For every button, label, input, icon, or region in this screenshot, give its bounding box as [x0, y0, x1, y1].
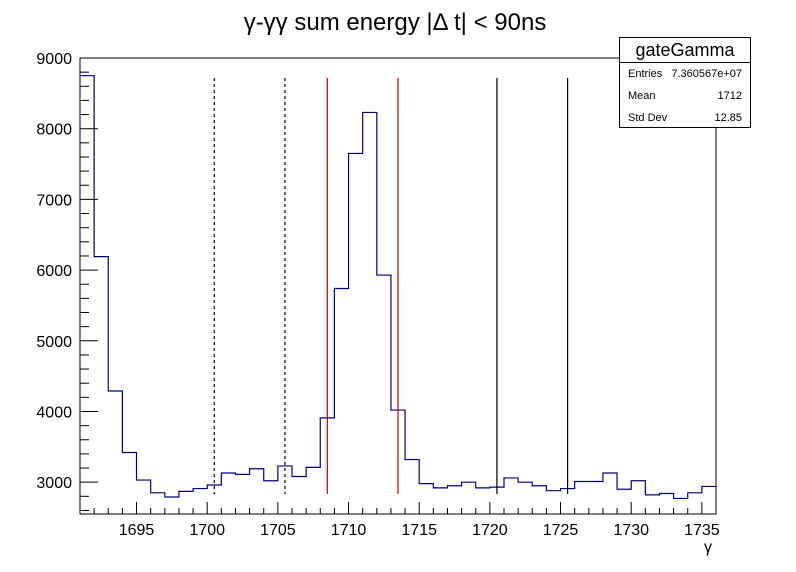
x-tick-label: 1695 — [119, 522, 155, 539]
x-tick-label: 1705 — [260, 522, 296, 539]
y-tick-label: 3000 — [36, 475, 72, 492]
stats-row-mean: Mean 1712 — [620, 85, 750, 107]
stats-stddev-value: 12.85 — [714, 112, 742, 124]
y-tick-label: 6000 — [36, 263, 72, 280]
stats-mean-label: Mean — [628, 90, 656, 102]
plot-area: 1695 1700 1705 1710 1715 1720 1725 1730 1735 3000… — [36, 51, 719, 539]
x-tick-label: 1730 — [613, 522, 649, 539]
stats-box: gateGamma Entries 7.360567e+07 Mean 1712… — [619, 37, 751, 128]
x-tick-label: 1720 — [472, 522, 508, 539]
y-tick-label: 9000 — [36, 51, 72, 68]
stats-stddev-label: Std Dev — [628, 112, 668, 124]
stats-row-entries: Entries 7.360567e+07 — [620, 63, 750, 85]
x-tick-label: 1710 — [331, 522, 367, 539]
x-axis-label: γ — [704, 539, 712, 556]
y-tick-label: 5000 — [36, 334, 72, 351]
x-tick-label: 1715 — [401, 522, 437, 539]
y-tick-label: 4000 — [36, 404, 72, 421]
x-tick-label: 1735 — [684, 522, 720, 539]
stats-row-stddev: Std Dev 12.85 — [620, 107, 750, 129]
histogram-series — [80, 75, 716, 500]
y-tick-label: 8000 — [36, 122, 72, 139]
plot-frame — [79, 57, 717, 515]
stats-entries-label: Entries — [628, 68, 663, 80]
x-tick-label: 1725 — [543, 522, 579, 539]
stats-mean-value: 1712 — [717, 90, 742, 102]
y-tick-label: 7000 — [36, 192, 72, 209]
stats-title: gateGamma — [620, 38, 750, 63]
x-tick-label: 1700 — [189, 522, 225, 539]
stats-entries-value: 7.360567e+07 — [671, 68, 742, 80]
chart-title: γ-γγ sum energy |Δ t| < 90ns — [244, 9, 547, 36]
